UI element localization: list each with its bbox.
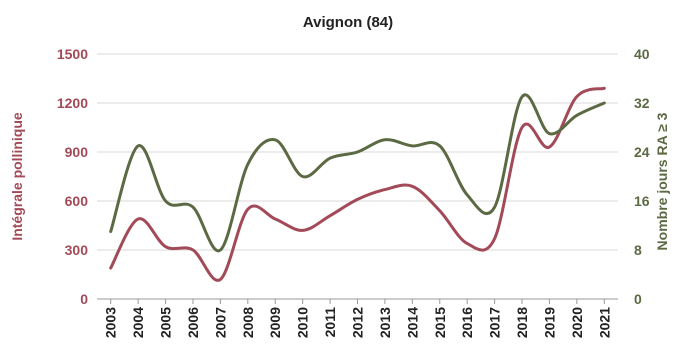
chart-title: Avignon (84) [303,14,393,31]
y-left-tick-label: 300 [65,242,89,258]
x-tick-label: 2006 [185,307,201,338]
x-tick-label: 2004 [130,307,146,338]
y-right-tick-label: 32 [634,95,650,111]
x-tick-label: 2016 [459,307,475,338]
x-tick-label: 2011 [322,307,338,338]
y-left-tick-label: 1200 [57,95,88,111]
y-left-tick-label: 0 [80,291,88,307]
x-tick-label: 2020 [569,307,585,338]
x-tick-label: 2007 [212,307,228,338]
x-tick-label: 2013 [377,307,393,338]
x-tick-label: 2021 [596,307,612,338]
x-tick-label: 2014 [404,307,420,338]
x-tick-label: 2015 [432,307,448,338]
series-line-left-axis [109,86,606,282]
x-axis: 2003 2004 2005 2006 2007 2008 2009 2010 2011 2012… [97,298,618,338]
y-left-tick-label: 600 [65,193,89,209]
y-right-tick-label: 24 [634,144,650,160]
x-tick-label: 2017 [487,307,503,338]
series-line-right-axis [109,93,606,253]
x-tick-label: 2019 [541,307,557,338]
y-axis-right: 0 8 16 24 32 40 [634,46,650,307]
x-tick-label: 2005 [158,307,174,338]
y-right-tick-label: 40 [634,46,650,62]
y-right-tick-label: 16 [634,193,650,209]
y-axis-left-title: Intégrale pollinique [9,112,25,241]
x-tick-label: 2009 [267,307,283,338]
y-axis-left: 0 300 600 900 1200 1500 [57,46,88,307]
y-right-tick-label: 0 [634,291,642,307]
x-tick-label: 2008 [240,307,256,338]
x-tick-label: 2010 [295,307,311,338]
x-tick-label: 2018 [514,307,530,338]
y-left-tick-label: 900 [65,144,89,160]
series-lines [109,86,606,282]
x-tick-label: 2003 [103,307,119,338]
y-left-tick-label: 1500 [57,46,88,62]
y-axis-right-title: Nombre jours RA ≥ 3 [654,112,670,250]
x-tick-label: 2012 [350,307,366,338]
y-right-tick-label: 8 [634,242,642,258]
